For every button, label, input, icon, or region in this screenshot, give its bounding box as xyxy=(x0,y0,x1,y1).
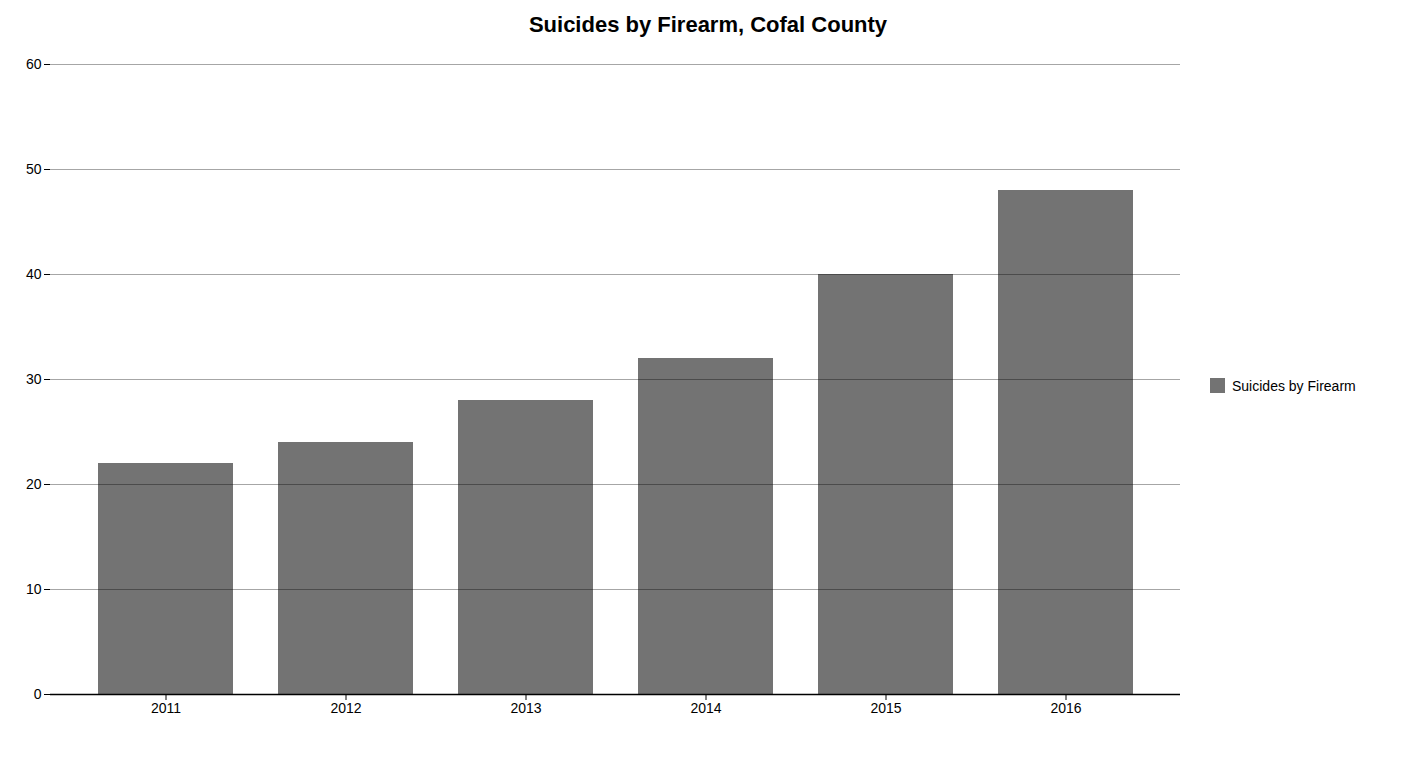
svg-text:20: 20 xyxy=(26,476,42,492)
html-text:Suicides by Firearm: Suicides by Firearm xyxy=(1232,377,1356,394)
svg-text:2011: 2011 xyxy=(151,700,181,716)
svg-text:2016: 2016 xyxy=(1050,700,1081,716)
svg-text:60: 60 xyxy=(26,56,42,72)
svg-text:2014: 2014 xyxy=(690,700,721,716)
svg-text:50: 50 xyxy=(26,161,42,177)
svg-text:30: 30 xyxy=(26,371,42,387)
svg-text:0: 0 xyxy=(34,686,42,702)
svg-text:10: 10 xyxy=(26,581,42,597)
svg-text:2012: 2012 xyxy=(330,700,361,716)
svg-text:40: 40 xyxy=(26,266,42,282)
svg-text:2013: 2013 xyxy=(510,700,541,716)
svg-text:2015: 2015 xyxy=(870,700,901,716)
html-text:Suicides by Firearm, Cofal Cou: Suicides by Firearm, Cofal County xyxy=(528,12,888,37)
